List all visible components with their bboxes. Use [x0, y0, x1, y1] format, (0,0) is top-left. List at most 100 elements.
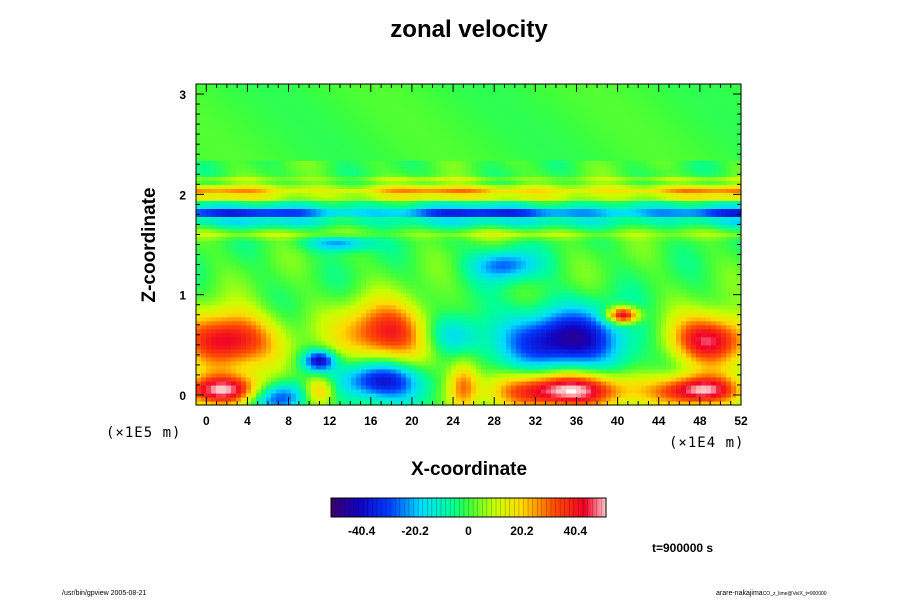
heatmap-cell [471, 144, 477, 149]
heatmap-cell [486, 252, 492, 258]
heatmap-cell [316, 224, 322, 230]
heatmap-cell [466, 92, 472, 97]
heatmap-cell [376, 92, 382, 97]
heatmap-cell [456, 400, 462, 406]
heatmap-cell [326, 212, 332, 218]
heatmap-cell [296, 112, 302, 117]
heatmap-cell [361, 316, 367, 322]
heatmap-cell [281, 320, 287, 326]
heatmap-cell [481, 324, 487, 330]
heatmap-cell [316, 316, 322, 322]
heatmap-cell [306, 112, 312, 117]
heatmap-cell [266, 388, 272, 394]
heatmap-cell [456, 156, 462, 161]
heatmap-cell [351, 360, 357, 366]
heatmap-cell [356, 304, 362, 310]
heatmap-cell [416, 200, 422, 205]
heatmap-cell [211, 320, 217, 326]
heatmap-cell [371, 240, 377, 246]
heatmap-cell [426, 316, 432, 322]
heatmap-cell [491, 272, 497, 278]
heatmap-cell [421, 164, 427, 169]
heatmap-cell [451, 292, 457, 298]
heatmap-cell [286, 128, 292, 133]
heatmap-cell [306, 228, 312, 234]
heatmap-cell [476, 396, 482, 402]
heatmap-cell [271, 156, 277, 161]
heatmap-cell [386, 320, 392, 326]
heatmap-cell [291, 104, 297, 109]
heatmap-cell [426, 384, 432, 390]
heatmap-cell [341, 392, 347, 398]
heatmap-cell [466, 320, 472, 326]
heatmap-cell [301, 292, 307, 298]
heatmap-cell [391, 120, 397, 125]
heatmap-cell [321, 100, 327, 105]
heatmap-cell [386, 384, 392, 390]
heatmap-cell [496, 352, 502, 358]
heatmap-cell [226, 364, 232, 370]
heatmap-cell [291, 220, 297, 226]
heatmap-cell [471, 236, 477, 242]
heatmap-cell [201, 184, 207, 189]
heatmap-cell [216, 316, 222, 322]
heatmap-cell [401, 124, 407, 129]
heatmap-cell [346, 220, 352, 226]
heatmap-cell [216, 224, 222, 230]
heatmap-cell [461, 92, 467, 97]
heatmap-cell [406, 276, 412, 282]
heatmap-cell [231, 232, 237, 238]
heatmap-cell [331, 212, 337, 218]
heatmap-cell [391, 332, 397, 338]
heatmap-cell [371, 244, 377, 250]
heatmap-cell [436, 380, 442, 386]
heatmap-cell [316, 296, 322, 302]
heatmap-cell [321, 224, 327, 230]
heatmap-cell [206, 340, 212, 346]
heatmap-cell [491, 368, 497, 374]
heatmap-cell [201, 308, 207, 314]
heatmap-cell [436, 344, 442, 350]
heatmap-cell [336, 260, 342, 266]
heatmap-cell [471, 372, 477, 378]
heatmap-cell [456, 344, 462, 350]
heatmap-cell [506, 344, 512, 350]
heatmap-cell [311, 92, 317, 97]
heatmap-cell [451, 192, 457, 197]
heatmap-cell [471, 388, 477, 394]
heatmap-cell [226, 376, 232, 382]
heatmap-cell [506, 392, 512, 398]
heatmap-cell [356, 300, 362, 306]
heatmap-cell [211, 400, 217, 406]
heatmap-cell [366, 288, 372, 294]
heatmap-cell [491, 308, 497, 314]
heatmap-cell [486, 232, 492, 238]
heatmap-cell [201, 328, 207, 334]
heatmap-cell [271, 380, 277, 386]
heatmap-cell [406, 224, 412, 230]
heatmap-cell [496, 132, 502, 137]
heatmap-cell [261, 292, 267, 298]
heatmap-cell [236, 300, 242, 306]
heatmap-cell [386, 232, 392, 238]
heatmap-cell [296, 192, 302, 197]
heatmap-cell [446, 200, 452, 205]
heatmap-cell [331, 260, 337, 266]
heatmap-cell [381, 148, 387, 153]
heatmap-cell [306, 240, 312, 246]
heatmap-cell [361, 272, 367, 278]
heatmap-cell [376, 272, 382, 278]
heatmap-cell [251, 272, 257, 278]
heatmap-cell [361, 168, 367, 173]
heatmap-cell [276, 224, 282, 230]
heatmap-cell [426, 144, 432, 149]
heatmap-cell [346, 228, 352, 234]
heatmap-cell [486, 300, 492, 306]
heatmap-cell [336, 120, 342, 125]
heatmap-cell [376, 384, 382, 390]
heatmap-cell [346, 92, 352, 97]
heatmap-cell [326, 104, 332, 109]
heatmap-cell [201, 124, 207, 129]
heatmap-cell [296, 344, 302, 350]
heatmap-cell [441, 228, 447, 234]
